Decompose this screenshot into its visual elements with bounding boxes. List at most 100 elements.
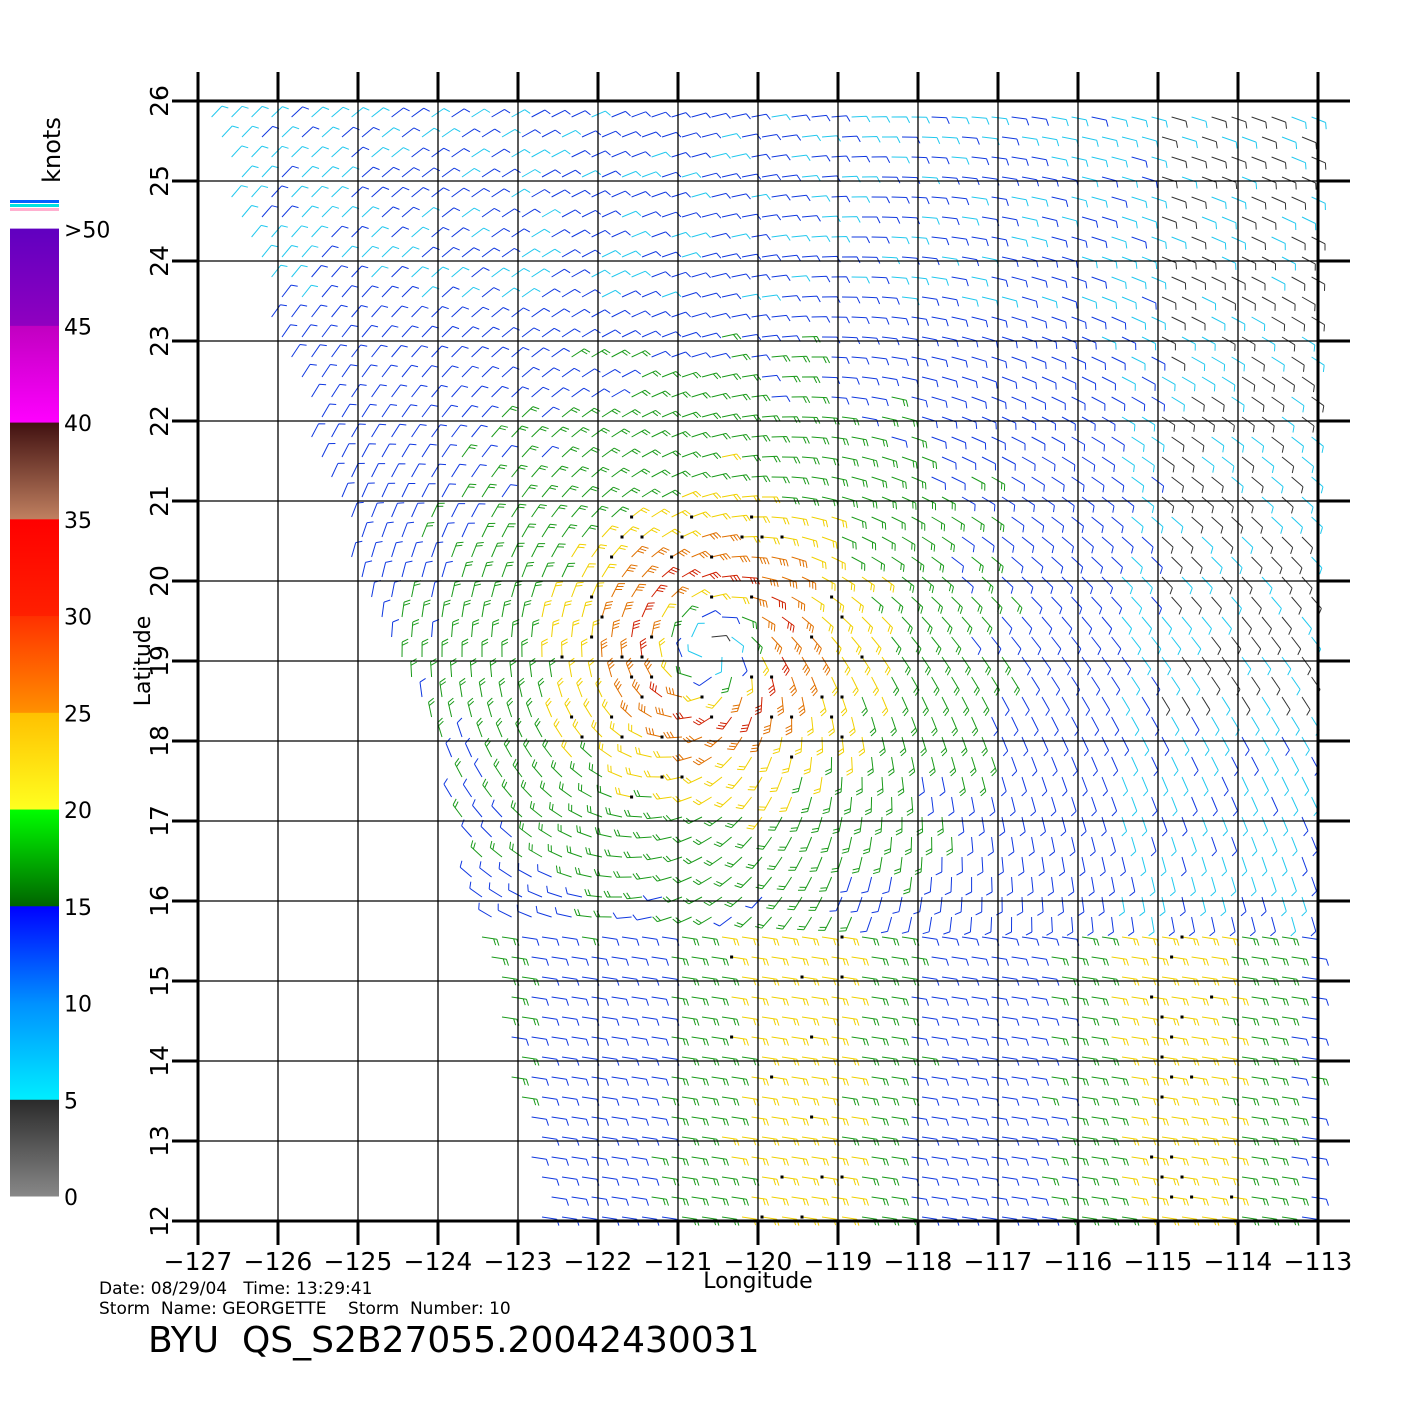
wind-barb	[1051, 676, 1061, 696]
wind-barb	[558, 781, 572, 798]
wind-barb	[321, 245, 339, 258]
wind-barb	[1211, 516, 1224, 534]
wind-barb	[1191, 396, 1205, 412]
wind-barb	[341, 206, 360, 218]
wind-barb	[831, 316, 850, 324]
wind-barb	[521, 638, 529, 658]
wind-barb	[747, 776, 763, 791]
wind-barb	[681, 371, 702, 379]
wind-barb	[1021, 296, 1039, 308]
wind-barb	[731, 1036, 749, 1046]
wind-barb	[1011, 676, 1020, 696]
wind-barb	[1261, 776, 1269, 797]
wind-barb	[874, 816, 883, 836]
wind-barb	[1031, 156, 1049, 167]
rain-flag	[760, 535, 764, 539]
wind-barb	[611, 349, 631, 358]
wind-barb	[1291, 556, 1303, 575]
wind-barb	[721, 1056, 740, 1066]
wind-barb	[571, 466, 589, 478]
wind-barb	[1261, 1096, 1280, 1106]
wind-barb	[1181, 1136, 1200, 1146]
wind-barb	[1011, 1036, 1029, 1046]
wind-barb	[401, 560, 413, 578]
wind-barb	[551, 308, 571, 318]
wind-barb	[687, 644, 703, 658]
wind-barb	[501, 247, 521, 258]
wind-barb	[561, 1176, 580, 1186]
wind-barb	[801, 175, 821, 182]
wind-barb	[1111, 596, 1123, 615]
wind-barb	[561, 129, 582, 138]
rain-flag	[1170, 1035, 1174, 1039]
wind-barb	[1061, 416, 1076, 431]
wind-barb	[631, 191, 651, 198]
wind-barb	[1261, 616, 1272, 635]
wind-barb	[581, 407, 601, 418]
wind-barb	[921, 1056, 940, 1066]
wind-barb	[701, 332, 722, 339]
wind-barb	[658, 637, 666, 658]
wind-barb	[1201, 216, 1217, 230]
wind-barb	[391, 226, 410, 238]
wind-barb	[928, 756, 936, 777]
wind-barb	[1061, 1176, 1080, 1186]
wind-barb	[631, 583, 647, 598]
wind-barb	[1191, 676, 1201, 696]
wind-barb	[701, 976, 720, 986]
wind-barb	[1051, 1156, 1069, 1166]
wind-barb	[921, 1096, 940, 1106]
wind-barb	[1141, 496, 1155, 514]
wind-barb	[461, 167, 481, 178]
wind-barb	[843, 796, 853, 815]
wind-barb	[871, 116, 891, 123]
wind-barb	[488, 882, 503, 898]
wind-barb	[946, 836, 953, 856]
wind-barb	[411, 384, 428, 398]
wind-barb	[811, 195, 831, 202]
wind-barb	[1211, 356, 1226, 372]
wind-barb	[869, 716, 877, 737]
wind-barb	[661, 1096, 680, 1106]
wind-barb	[651, 311, 671, 318]
wind-barb	[1221, 416, 1235, 433]
wind-barb	[1021, 1096, 1040, 1106]
wind-barb	[1261, 736, 1270, 756]
wind-barb	[511, 188, 531, 198]
wind-barb	[1111, 196, 1128, 208]
wind-barb	[361, 324, 379, 338]
wind-barb	[1078, 896, 1085, 917]
wind-barb	[1111, 116, 1129, 128]
wind-barb	[537, 677, 545, 698]
wind-barb	[1031, 636, 1042, 656]
wind-barb	[1191, 236, 1207, 250]
wind-barb	[750, 736, 763, 753]
wind-barb	[741, 1016, 760, 1026]
wind-barb	[631, 1036, 649, 1046]
wind-barb	[951, 116, 970, 125]
wind-barb	[1211, 236, 1227, 250]
wind-barb	[771, 956, 789, 966]
wind-barb	[821, 376, 841, 384]
wind-barb	[771, 636, 783, 655]
wind-barb	[571, 505, 588, 518]
wind-barb	[721, 976, 740, 986]
wind-barb	[481, 247, 501, 258]
wind-barb	[831, 356, 850, 365]
wind-barb	[531, 149, 551, 158]
wind-barb	[1211, 996, 1229, 1006]
wind-barb	[1101, 136, 1119, 148]
wind-barb	[471, 580, 482, 598]
wind-barb	[891, 436, 908, 448]
wind-barb	[1121, 816, 1128, 837]
wind-barb	[931, 316, 949, 327]
rain-flag	[760, 1215, 764, 1219]
wind-barb	[746, 816, 763, 830]
wind-barb	[1051, 596, 1063, 615]
wind-barb	[931, 1036, 949, 1046]
wind-barb	[1021, 376, 1037, 390]
wind-barb	[931, 956, 949, 966]
wind-barb	[841, 216, 861, 223]
wind-barb	[601, 289, 622, 298]
